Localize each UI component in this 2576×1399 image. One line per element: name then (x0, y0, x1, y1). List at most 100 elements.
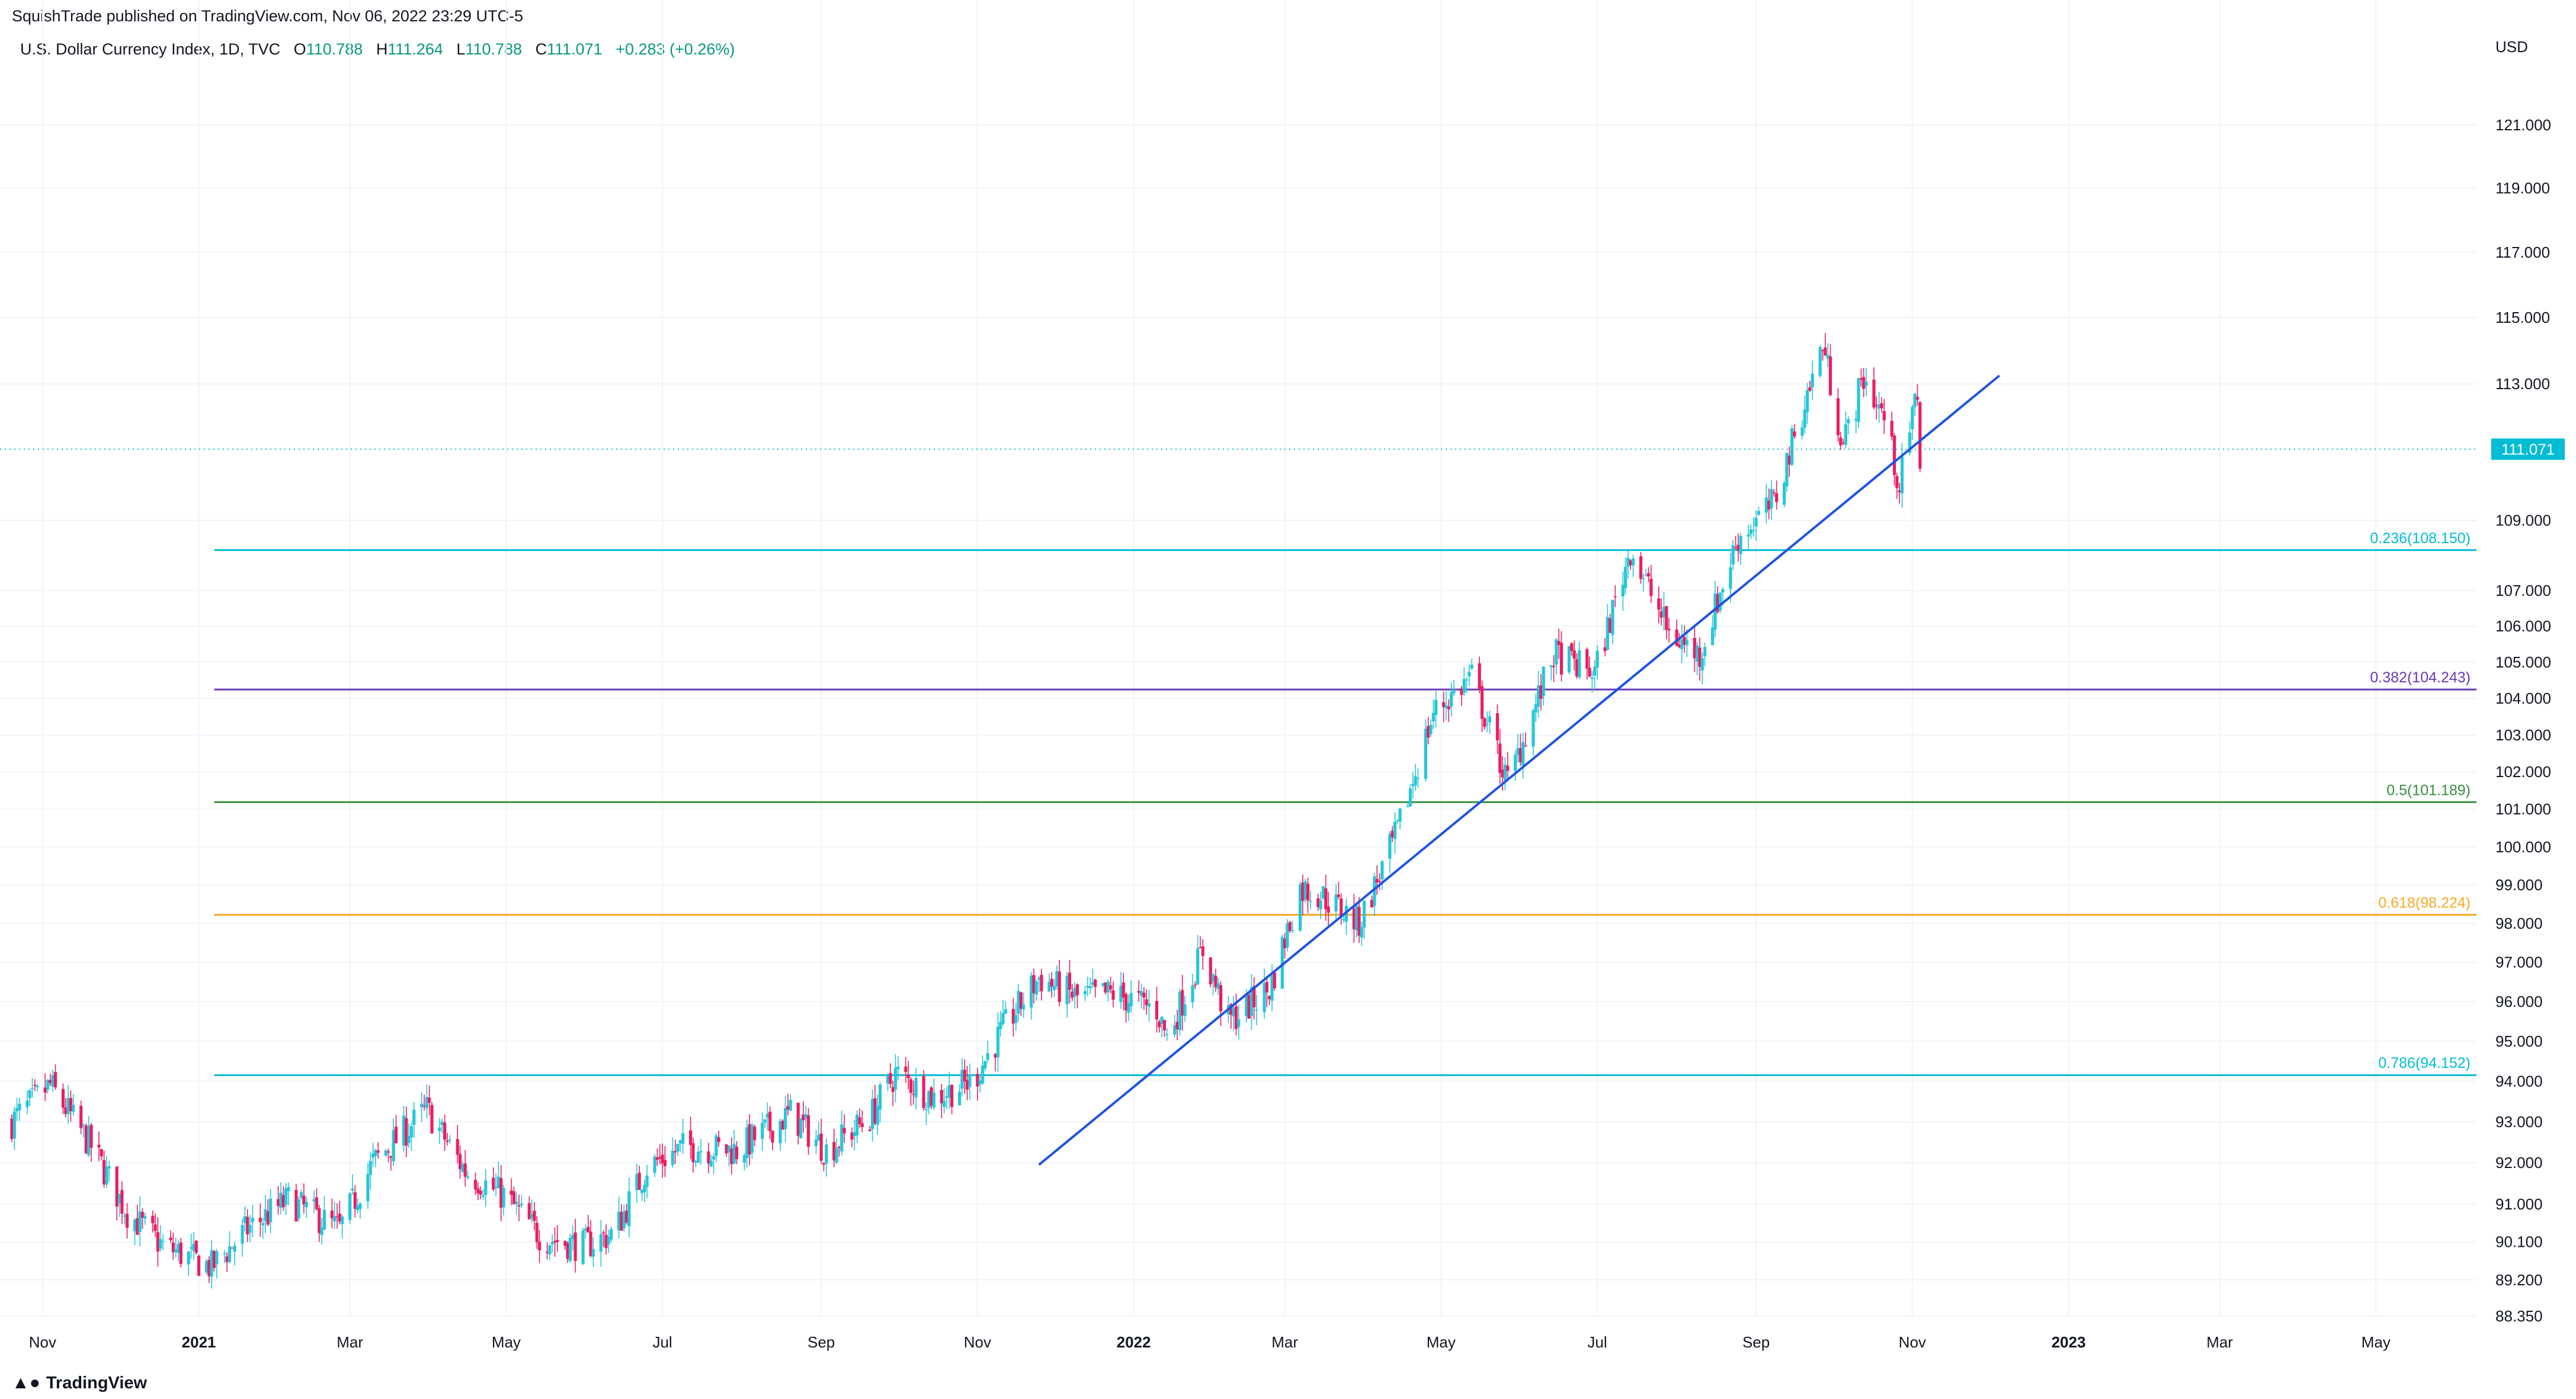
candle-body (248, 1225, 252, 1233)
candle-body (1892, 435, 1896, 476)
candle-body (602, 1232, 605, 1234)
candle-body (850, 1132, 854, 1140)
candle-body (1764, 497, 1768, 513)
candle-body (957, 1092, 962, 1106)
candle-body (763, 1119, 767, 1123)
candle-body (1890, 421, 1893, 437)
candle-body (1357, 907, 1361, 936)
candle-body (1447, 706, 1450, 710)
candle-body (36, 1086, 39, 1087)
candle-body (461, 1164, 464, 1172)
candle-body (781, 1121, 784, 1130)
candle-body (281, 1195, 285, 1208)
candle-body (1680, 639, 1684, 649)
candle-body (940, 1090, 943, 1103)
candle-body (1506, 765, 1510, 771)
candle-body (484, 1180, 488, 1195)
candle-body (571, 1235, 575, 1240)
y-tick-label: 91.000 (2495, 1195, 2543, 1213)
high-label: H (376, 40, 388, 58)
candle-body (622, 1211, 626, 1228)
candle-body (1162, 1020, 1167, 1031)
y-tick-label: 95.000 (2495, 1032, 2543, 1050)
candle-body (640, 1190, 644, 1193)
y-tick-label: 93.000 (2495, 1113, 2543, 1131)
candle-body (1214, 976, 1217, 987)
y-tick-label: 96.000 (2495, 993, 2543, 1010)
candle-body (1427, 726, 1430, 738)
candle-body (179, 1242, 182, 1264)
candle-body (353, 1192, 357, 1209)
candle-body (30, 1087, 34, 1089)
candle-body (1483, 718, 1486, 727)
fib-retracement[interactable]: 0.236(108.150) 0.382(104.243) 0.5(101.189)… (0, 448, 2476, 1076)
candle-body (1193, 984, 1197, 986)
candle-body (1911, 406, 1914, 429)
candle-body (1408, 788, 1412, 807)
candle-body (1642, 577, 1645, 579)
candle-body (448, 1139, 451, 1141)
candle-body (1524, 745, 1527, 747)
y-tick-label: 109.000 (2495, 512, 2551, 530)
candle-body (837, 1147, 841, 1148)
candle-body (1480, 686, 1484, 719)
candle-body (392, 1130, 395, 1161)
grid (0, 0, 2476, 1317)
trendline-group[interactable] (1038, 374, 2001, 1166)
candle-body (277, 1199, 280, 1207)
candle-body (1495, 713, 1500, 740)
candle-body (1109, 985, 1113, 990)
candle-body (1542, 666, 1545, 697)
candle-body (1050, 978, 1053, 987)
candle-body (120, 1190, 124, 1214)
symbol-legend: U.S. Dollar Currency Index, 1D, TVC O110… (20, 40, 735, 59)
candle-body (297, 1199, 300, 1219)
candle-body (389, 1156, 393, 1158)
candle-body (335, 1216, 339, 1218)
tradingview-logo-text: TradingView (46, 1374, 148, 1392)
candle-body (1749, 529, 1753, 534)
y-tick-label: 92.000 (2495, 1154, 2543, 1172)
candle-body (463, 1163, 467, 1177)
candle-body (876, 1106, 879, 1125)
candle-body (1918, 402, 1922, 469)
candle-body (1675, 629, 1678, 646)
candle-body (1713, 593, 1717, 630)
candle-body (1875, 405, 1878, 406)
candle-body (1626, 557, 1630, 567)
candle-body (1316, 898, 1320, 907)
candle-body (1862, 377, 1866, 389)
candle-body (825, 1144, 828, 1164)
candle-body (1390, 830, 1394, 838)
candle-body (753, 1127, 757, 1140)
candle-body (1552, 666, 1556, 668)
candle-body (279, 1192, 283, 1208)
candle-body (1588, 668, 1591, 677)
candle-body (587, 1227, 590, 1233)
candle-body (924, 1109, 928, 1111)
candle-body (655, 1157, 659, 1160)
axes[interactable]: 88.350 89.200 90.100 91.000 92.000 93.000 94.0… (29, 38, 2565, 1351)
candle-body (1857, 378, 1860, 422)
candle-body (1142, 992, 1146, 998)
candle-body (1747, 534, 1750, 537)
y-tick-label: 117.000 (2495, 243, 2550, 261)
y-tick-label: 103.000 (2495, 726, 2551, 744)
candle-body (678, 1140, 682, 1144)
candle-body (1488, 716, 1492, 723)
candle-body (520, 1204, 523, 1205)
candle-body (1693, 637, 1696, 659)
candle-body (1703, 647, 1707, 657)
candle-body (1011, 1009, 1015, 1024)
candle-body (1767, 500, 1771, 510)
candle-body (1396, 820, 1399, 822)
candle-body (1303, 881, 1307, 900)
tradingview-logo[interactable]: ▲● TradingView (12, 1373, 147, 1393)
candle-body (1800, 427, 1804, 436)
candle-body (1388, 833, 1392, 859)
candle-body (1811, 373, 1814, 387)
candle-body (620, 1211, 623, 1231)
candles (10, 333, 1922, 1289)
candle-body (1595, 650, 1599, 668)
